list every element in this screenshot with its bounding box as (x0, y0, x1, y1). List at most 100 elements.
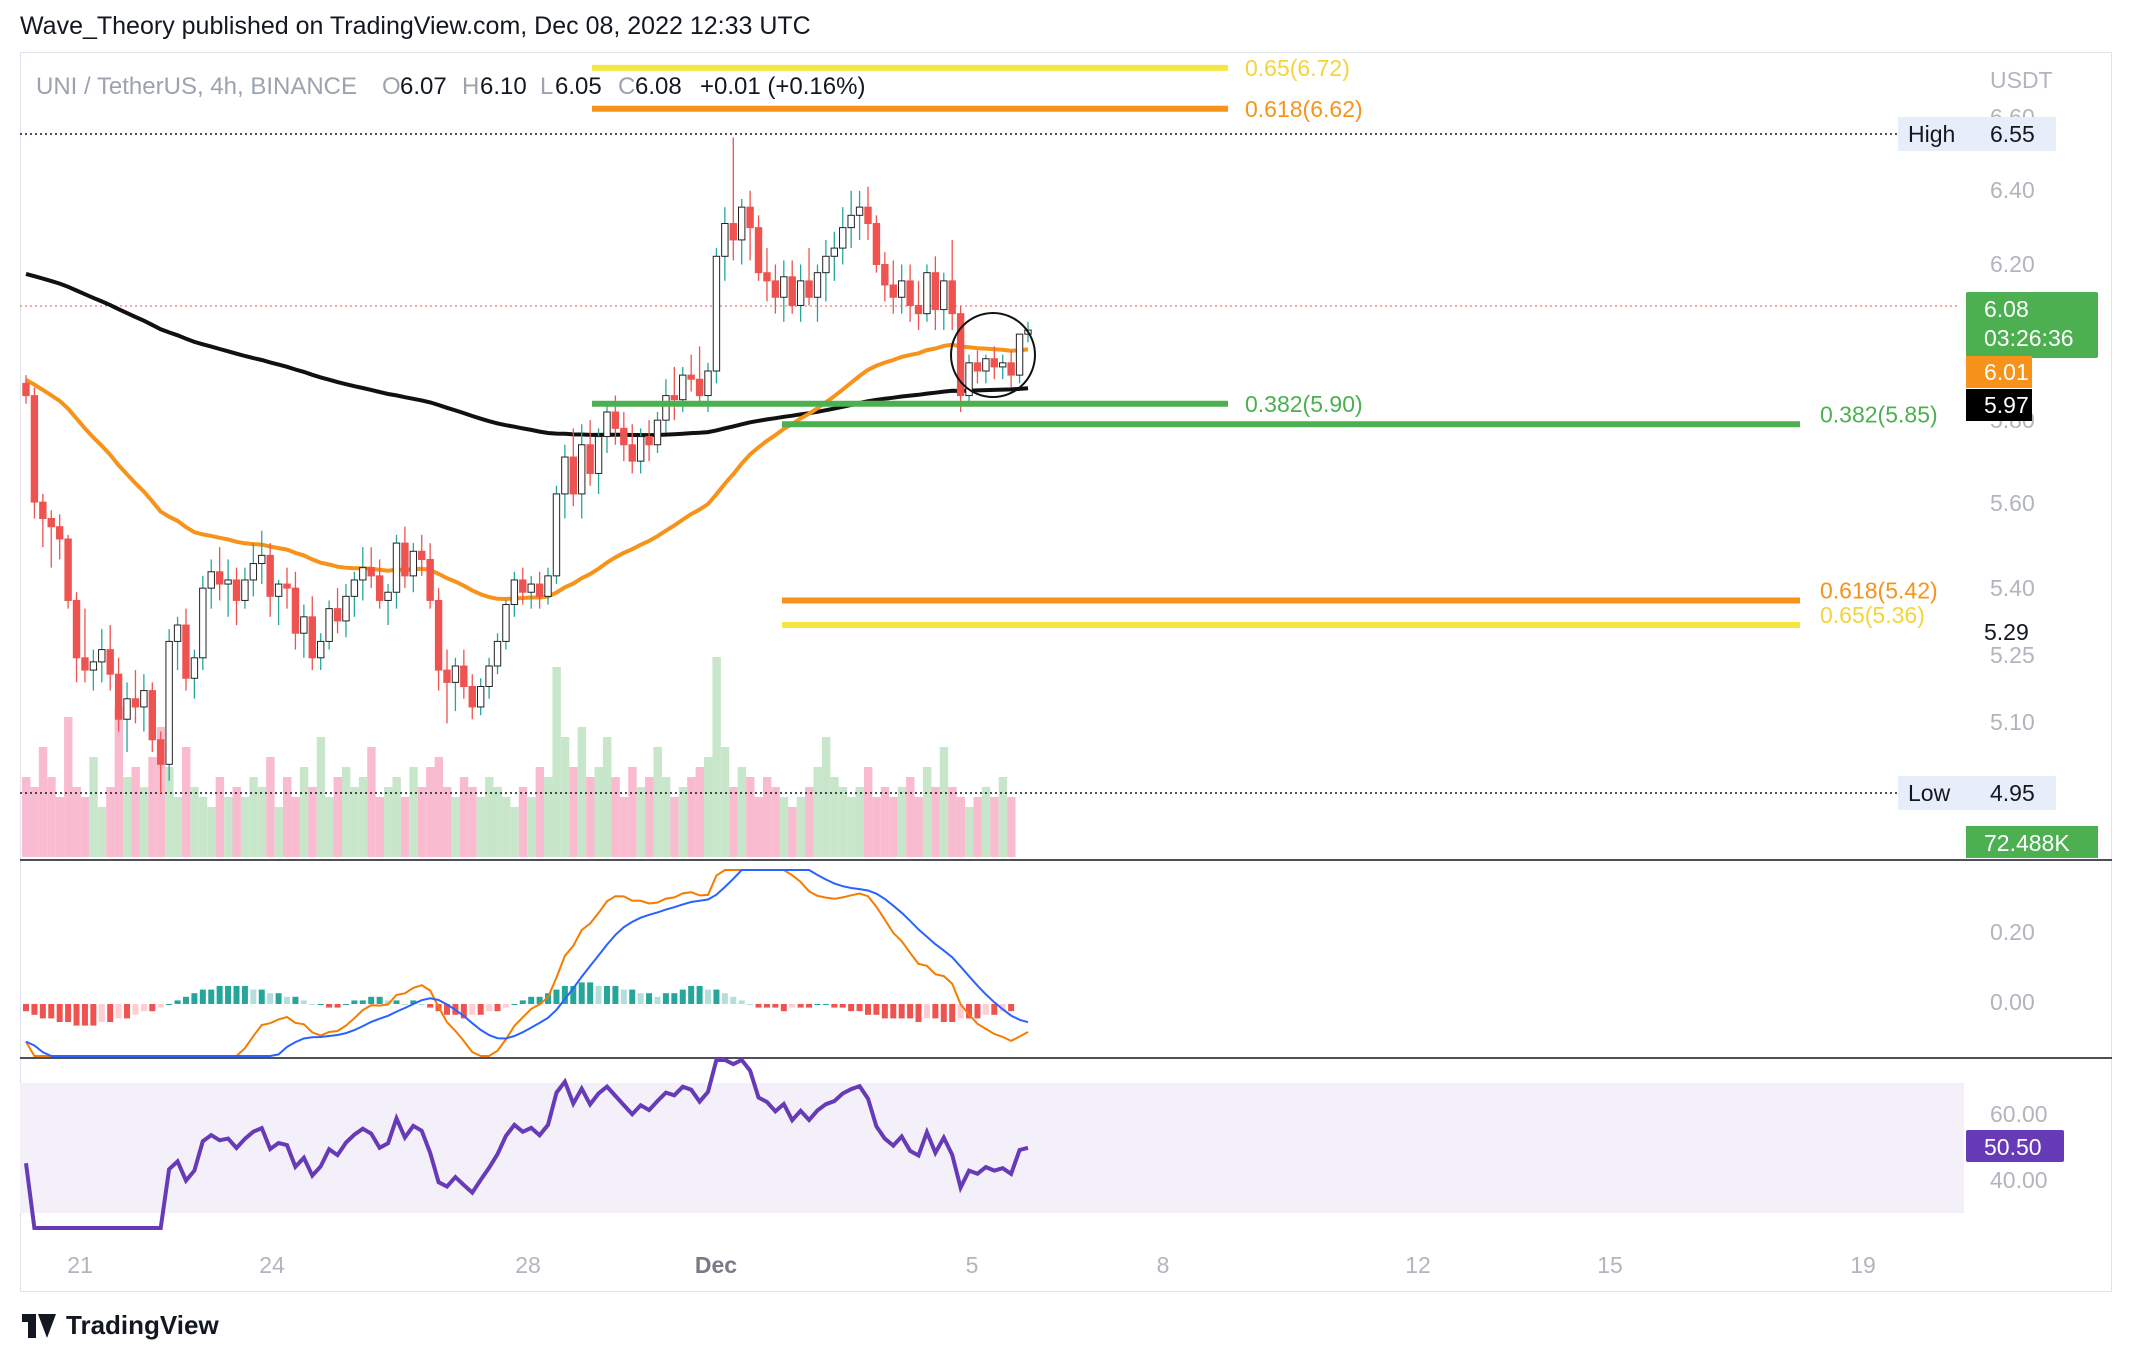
macd-hist-bar (216, 986, 223, 1004)
volume-bar (628, 767, 637, 857)
chart-canvas[interactable]: USDT6.606.406.206.005.805.605.405.255.10… (0, 0, 2132, 1300)
volume-bars (22, 657, 1016, 857)
low-marker-box (1898, 776, 2056, 810)
candle-body (771, 280, 780, 298)
candle-body (695, 378, 704, 397)
volume-bar (645, 777, 654, 857)
macd-hist-bar (629, 989, 636, 1004)
macd-hist-bar (90, 1004, 97, 1026)
candle-body (502, 604, 510, 642)
candle-body (384, 591, 392, 601)
macd-hist-bar (898, 1004, 905, 1019)
time-tick: 24 (259, 1252, 285, 1278)
volume-bar (181, 747, 191, 857)
volume-bar (299, 767, 309, 857)
volume-bar (38, 747, 48, 857)
volume-bar (602, 737, 612, 857)
candle-body (460, 665, 468, 687)
volume-bar (779, 797, 789, 857)
volume-bar (97, 807, 107, 857)
macd-hist-bar (502, 1004, 509, 1008)
macd-hist-bar (284, 996, 291, 1004)
close-value: 6.08 (635, 73, 682, 100)
macd-hist-bar (469, 1004, 476, 1015)
candle-body (106, 649, 114, 675)
candle-body (1007, 362, 1015, 376)
fib-label: 0.618(5.42) (1820, 577, 1938, 603)
macd-hist-bar (839, 1004, 846, 1008)
macd-hist-bar (258, 989, 265, 1004)
candle-body (409, 550, 418, 577)
macd-hist-bar (545, 993, 552, 1004)
volume-bar (990, 797, 999, 857)
volume-bar (586, 777, 595, 857)
candle-body (232, 579, 241, 601)
volume-bar (872, 797, 881, 857)
volume-bar (375, 797, 385, 857)
macd-hist-bar (519, 1000, 526, 1004)
volume-bar (569, 767, 578, 857)
volume-bar (64, 717, 73, 857)
macd-hist-bar (174, 1000, 181, 1004)
volume-bar (939, 747, 949, 857)
volume-bar (737, 767, 747, 857)
macd-hist-bar (309, 1004, 316, 1005)
candle-body (519, 579, 527, 593)
macd-hist-bar (763, 1004, 770, 1008)
volume-bar (417, 787, 427, 857)
macd-hist-bar (199, 989, 206, 1004)
volume-bar (965, 807, 974, 857)
candle-body (215, 571, 224, 585)
tradingview-brand[interactable]: TradingView (22, 1310, 219, 1341)
volume-bar (560, 737, 570, 857)
macd-hist-bar (831, 1004, 838, 1008)
macd-hist-bar (98, 1004, 105, 1022)
macd-hist-bar (570, 986, 577, 1004)
volume-bar (535, 767, 545, 857)
high-marker-box (1898, 117, 2056, 151)
volume-bar (434, 757, 443, 857)
volume-bar (661, 777, 671, 857)
macd-hist-bar (359, 1000, 366, 1004)
volume-bar (695, 767, 704, 857)
volume-bar (358, 777, 368, 857)
candle-body (822, 255, 830, 274)
macd-hist-bar (865, 1004, 871, 1015)
candle-body (199, 587, 207, 659)
macd-hist-bar (999, 1004, 1006, 1012)
high-low-lines (20, 133, 2112, 1059)
macd-hist-bar (300, 1000, 307, 1004)
candle-body (527, 583, 535, 593)
candle-body (594, 436, 603, 474)
candle-body (30, 395, 39, 503)
volume-bar (931, 787, 940, 857)
price-tick: 6.40 (1990, 177, 2035, 203)
volume-bar (274, 807, 283, 857)
macd-hist-bar (797, 1004, 804, 1008)
low-label: L (540, 73, 553, 100)
macd-hist-bar (671, 993, 678, 1004)
volume-bar (22, 777, 31, 857)
volume-bar (114, 707, 124, 857)
macd-hist-bar (789, 1004, 796, 1008)
volume-bar (224, 797, 233, 857)
open-value: 6.07 (400, 73, 447, 100)
candle-body (241, 579, 249, 601)
volume-bar (123, 777, 132, 857)
volume-bar (619, 797, 629, 857)
candle-body (738, 206, 746, 241)
candle-body (140, 690, 148, 708)
volume-bar (922, 767, 932, 857)
candle-body (999, 362, 1007, 368)
volume-bar (712, 657, 721, 857)
volume-bar (367, 747, 376, 857)
candle-body (881, 263, 889, 286)
candle-body (965, 362, 973, 397)
macd-hist-bar (48, 1004, 55, 1019)
volume-bar (687, 777, 696, 857)
macd-hist-bar (713, 989, 720, 1004)
rsi-value-tag (1966, 1130, 2064, 1162)
fib-label: 0.382(5.85) (1820, 401, 1938, 427)
volume-bar (283, 777, 292, 857)
macd-hist-bar (620, 989, 627, 1004)
